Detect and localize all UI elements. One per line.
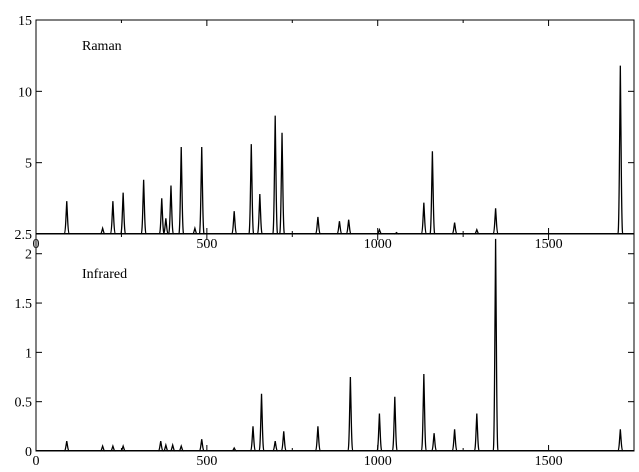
infrared-peak <box>249 426 257 452</box>
raman-peak <box>231 211 238 235</box>
infrared-peak <box>100 443 106 452</box>
infrared-peak <box>110 443 116 452</box>
infrared-y-tick-label: 2 <box>25 248 32 263</box>
raman-peak <box>140 179 147 235</box>
infrared-peak <box>617 429 624 452</box>
infrared-peak <box>376 413 383 452</box>
raman-peak <box>248 144 255 235</box>
infrared-peak <box>347 377 354 452</box>
raman-peak <box>617 65 624 235</box>
infrared-spectrum <box>36 238 634 452</box>
raman-y-tick-label: 10 <box>18 85 32 100</box>
raman-peak <box>198 146 205 235</box>
raman-peak <box>429 151 436 235</box>
infrared-y-tick-label: 0.5 <box>15 396 33 411</box>
raman-y-tick-label: 5 <box>25 157 32 172</box>
raman-peak <box>256 194 263 235</box>
infrared-y-tick-label: 1 <box>25 346 32 361</box>
infrared-peak <box>258 393 265 452</box>
raman-peak <box>420 202 427 235</box>
infrared-peak <box>314 426 321 452</box>
infrared-y-tick-label: 0 <box>25 445 32 460</box>
infrared-peak <box>431 433 437 452</box>
infrared-peak <box>420 374 427 452</box>
raman-peak <box>109 201 116 235</box>
infrared-peak <box>231 446 237 452</box>
raman-peak <box>279 132 286 235</box>
infrared-peak <box>492 238 499 452</box>
infrared-x-tick-label: 1000 <box>364 454 392 467</box>
raman-peak <box>492 208 499 235</box>
infrared-peak <box>163 442 169 452</box>
raman-peak <box>163 218 169 235</box>
raman-peak <box>120 192 127 235</box>
raman-peak <box>178 146 185 235</box>
raman-peak <box>167 185 174 235</box>
infrared-peak <box>178 443 184 452</box>
raman-y-tick-label: 2.5 <box>15 228 33 243</box>
raman-y-tick-label: 15 <box>18 14 32 29</box>
infrared-peak <box>280 431 287 452</box>
raman-plot-frame <box>35 19 635 235</box>
infrared-x-tick-label: 0 <box>33 454 40 467</box>
raman-peak <box>315 216 321 235</box>
infrared-peak <box>473 413 480 452</box>
raman-peak <box>451 222 458 235</box>
raman-peak <box>336 221 343 235</box>
infrared-x-tick-label: 500 <box>196 454 217 467</box>
raman-peak <box>345 219 352 235</box>
infrared-y-tick-label: 1.5 <box>15 297 33 312</box>
raman-spectrum <box>36 65 634 235</box>
infrared-peak <box>64 441 70 452</box>
raman-peak <box>63 201 70 235</box>
infrared-peak <box>199 439 205 452</box>
raman-panel-label: Raman <box>82 39 122 54</box>
raman-peak <box>272 115 279 235</box>
raman-peak <box>158 198 165 235</box>
raman-x-tick-label: 500 <box>196 237 217 252</box>
infrared-panel-label: Infrared <box>82 267 127 282</box>
raman-x-tick-label: 1500 <box>535 237 563 252</box>
infrared-peak <box>451 429 458 452</box>
infrared-peak <box>158 441 164 452</box>
infrared-peak <box>120 443 126 452</box>
infrared-peak <box>170 442 176 452</box>
infrared-peak <box>272 441 278 452</box>
infrared-panel: 0 500 1000 1500 0 0.5 1 1.5 2 Infrared <box>15 233 635 469</box>
raman-x-tick-label: 1000 <box>364 237 392 252</box>
infrared-peak <box>391 396 398 452</box>
infrared-x-tick-label: 1500 <box>535 454 563 467</box>
